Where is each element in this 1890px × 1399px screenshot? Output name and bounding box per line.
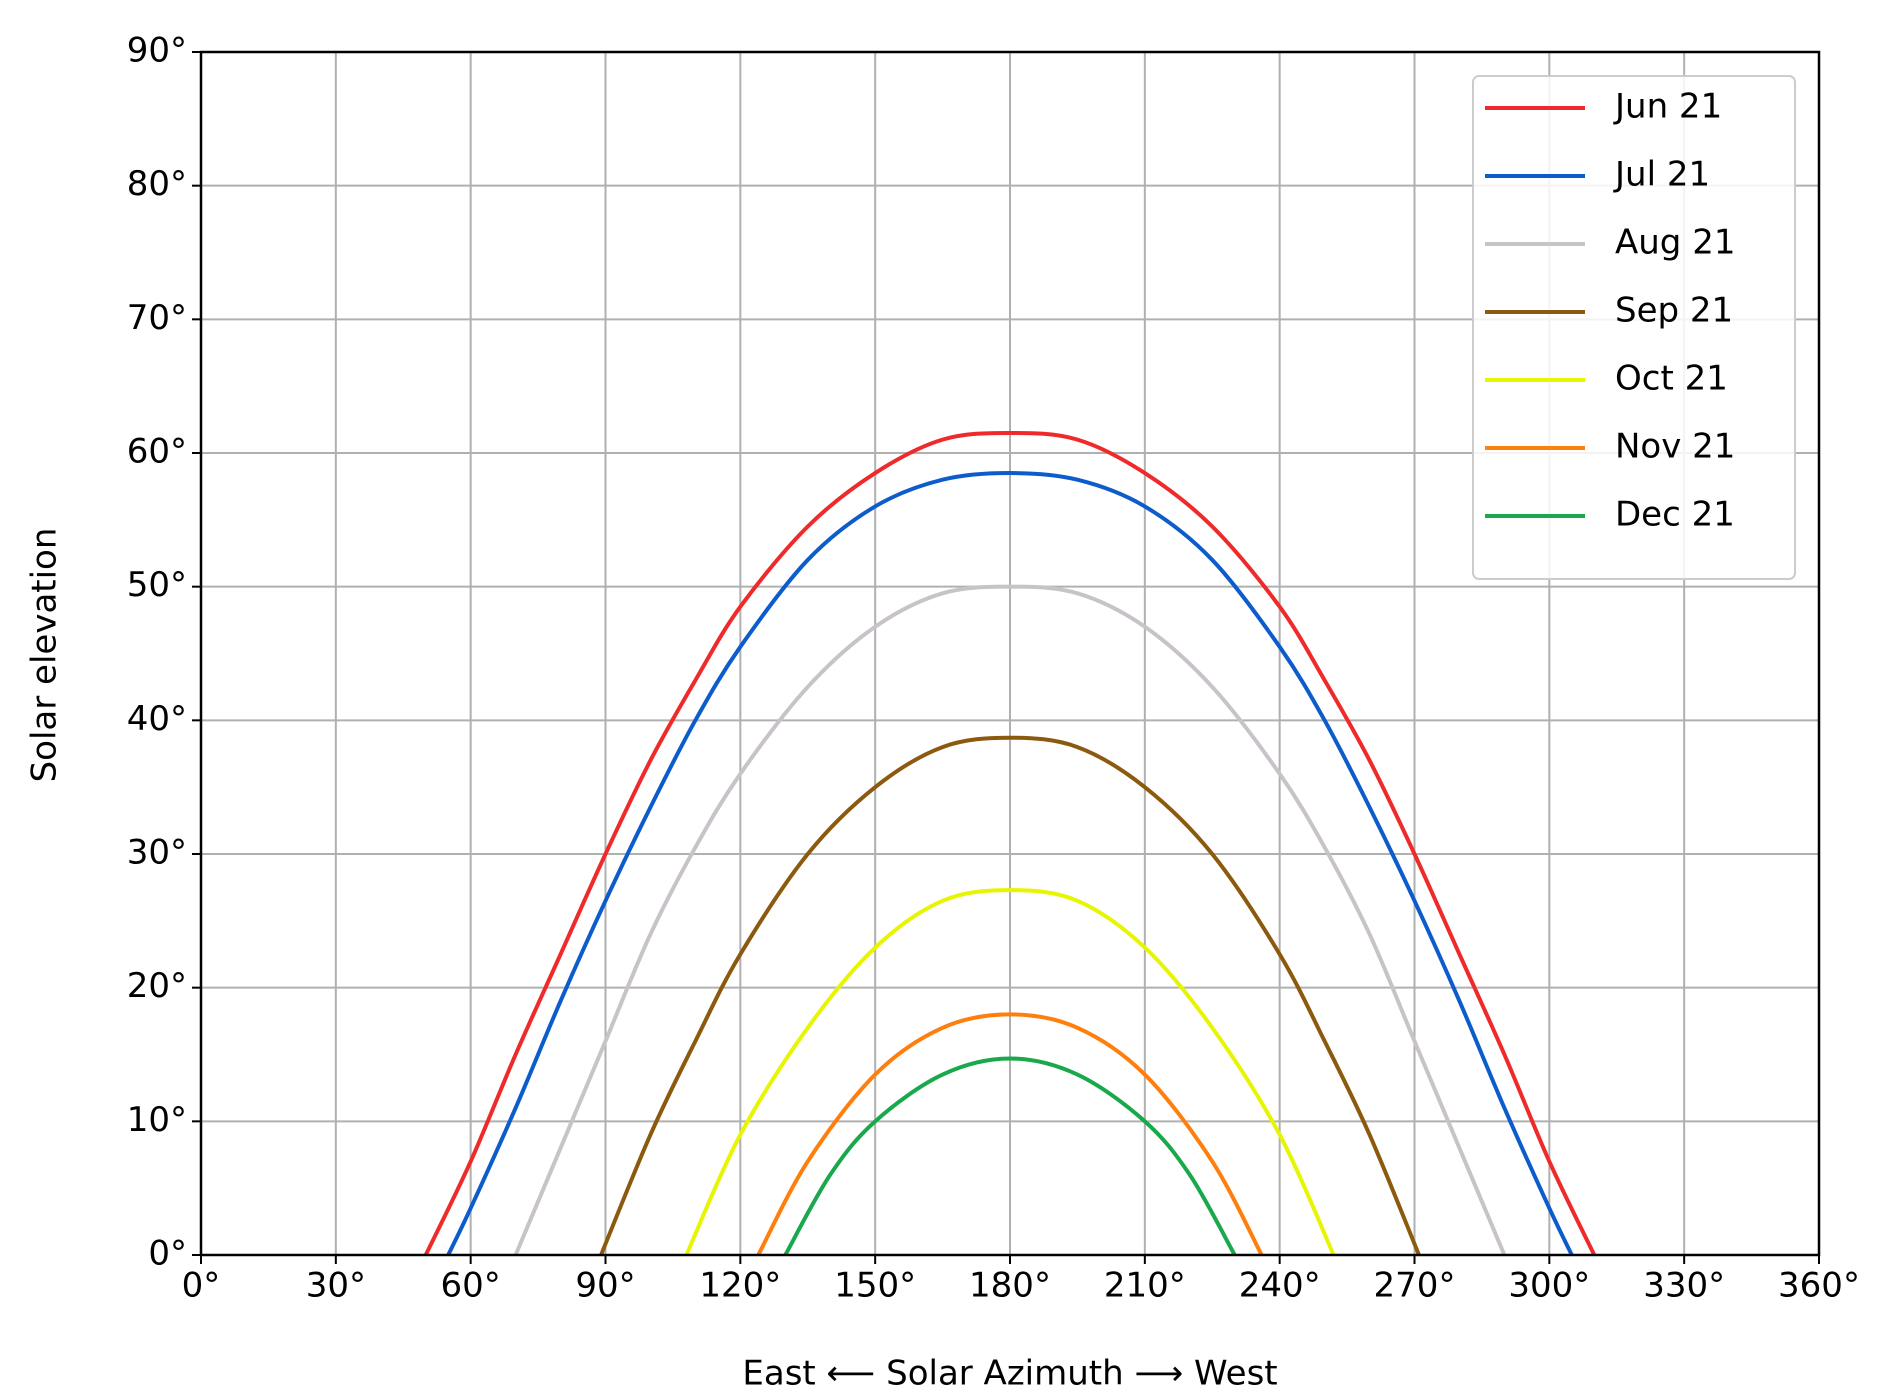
x-tick-label: 240° (1239, 1266, 1321, 1306)
x-tick-label: 330° (1643, 1266, 1725, 1306)
x-tick-label: 30° (306, 1266, 366, 1306)
y-tick-label: 20° (127, 966, 187, 1006)
legend-label: Jul 21 (1613, 155, 1710, 195)
series-line (783, 1056, 1237, 1256)
plot-frame (199, 50, 1821, 1257)
series-line (684, 888, 1336, 1256)
legend-label: Nov 21 (1615, 427, 1735, 467)
y-tick-label: 90° (127, 31, 187, 71)
y-tick-label: 40° (127, 699, 187, 739)
x-tick-label: 150° (834, 1266, 916, 1306)
series-line (599, 735, 1421, 1256)
series-line (756, 1012, 1264, 1256)
x-tick-label: 180° (969, 1266, 1051, 1306)
y-tick-label: 30° (127, 833, 187, 873)
x-tick-label: 60° (441, 1266, 501, 1306)
legend-label: Jun 21 (1613, 87, 1722, 127)
x-tick-label: 210° (1104, 1266, 1186, 1306)
x-tick-label: 300° (1508, 1266, 1590, 1306)
x-tick-label: 0° (182, 1266, 221, 1306)
series-line (513, 584, 1507, 1256)
y-tick-label: 70° (127, 298, 187, 338)
x-tick-label: 90° (575, 1266, 635, 1306)
y-tick-label: 80° (127, 164, 187, 204)
legend-box (1472, 75, 1796, 580)
legend-label: Sep 21 (1615, 291, 1733, 331)
legend-label: Aug 21 (1615, 223, 1735, 263)
x-tick-label: 270° (1374, 1266, 1456, 1306)
series-line (446, 471, 1574, 1256)
y-tick-label: 10° (127, 1100, 187, 1140)
x-axis-label: East ⟵ Solar Azimuth ⟶ West (742, 1354, 1277, 1394)
x-tick-label: 120° (699, 1266, 781, 1306)
y-tick-label: 0° (148, 1234, 187, 1274)
y-tick-label: 50° (127, 565, 187, 605)
y-tick-label: 60° (127, 432, 187, 472)
legend-label: Oct 21 (1615, 359, 1728, 399)
legend-label: Dec 21 (1615, 495, 1735, 535)
y-axis-label: Solar elevation (25, 528, 65, 783)
series-line (423, 430, 1597, 1256)
x-tick-label: 360° (1778, 1266, 1860, 1306)
